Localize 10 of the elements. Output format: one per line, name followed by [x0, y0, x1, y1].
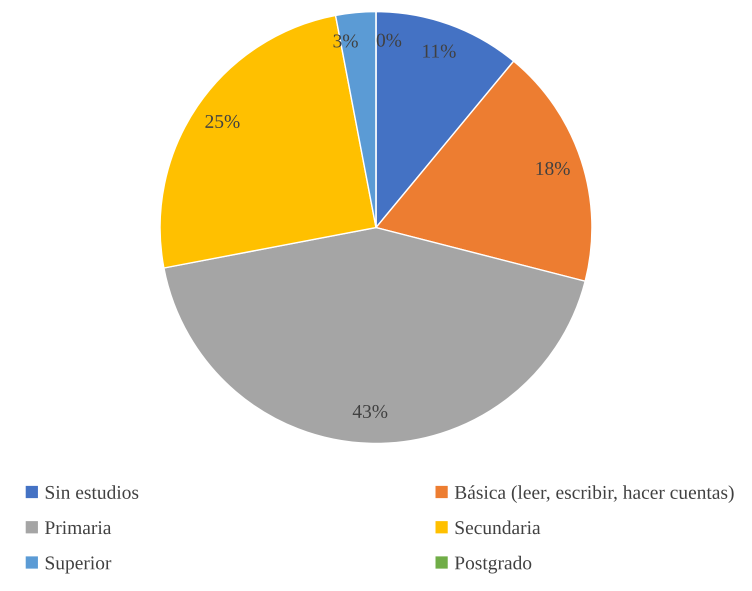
legend-label: Superior [46, 556, 112, 574]
legend-label: Secundaria [456, 520, 540, 534]
data-label: 18% [536, 162, 570, 176]
legend-label: Primaria [45, 521, 112, 534]
data-label: 11% [423, 44, 456, 58]
data-label: 43% [352, 404, 388, 418]
legend-label: Básica (leer, escribir, hacer cuentas) [454, 485, 734, 503]
legend-label: Postgrado [454, 556, 532, 574]
data-label: 25% [205, 114, 240, 128]
legend-label: Sin estudios [46, 485, 138, 499]
